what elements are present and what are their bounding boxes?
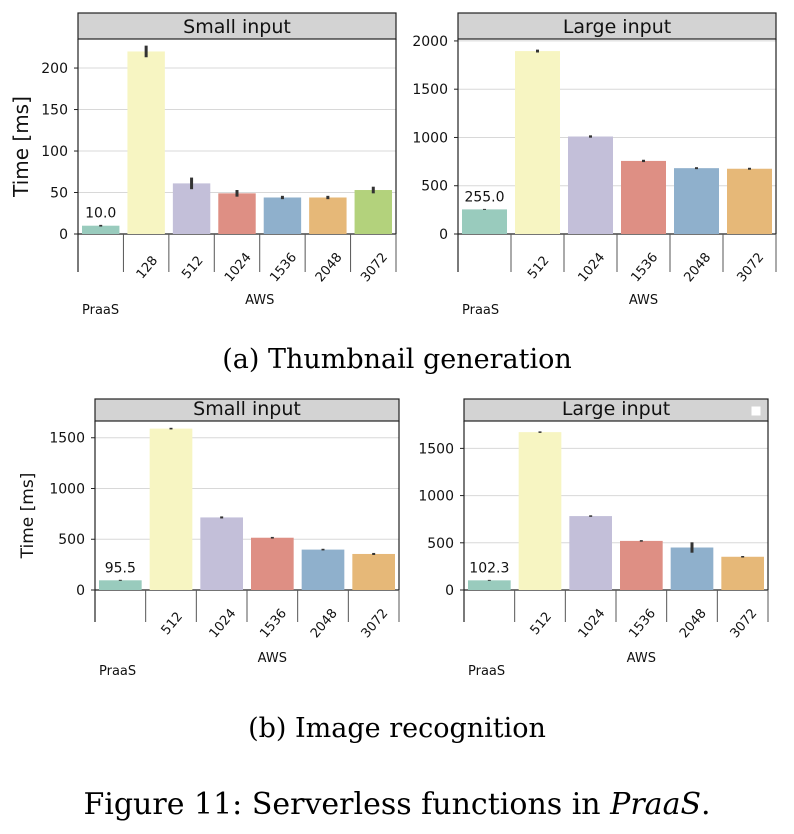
y-tick-label: 1500 — [412, 82, 448, 98]
x-tick-label: 1536 — [267, 250, 300, 285]
y-tick-label: 2000 — [412, 34, 448, 50]
y-tick-label: 100 — [41, 144, 68, 160]
y-tick-label: 500 — [421, 179, 448, 195]
panel-title: Large input — [562, 398, 670, 420]
x-tick-label: 1536 — [628, 250, 661, 285]
bar — [569, 516, 612, 590]
group-label-aws: AWS — [245, 293, 274, 308]
y-tick-label: 50 — [50, 186, 68, 202]
chart-thumb-large: Large input 0 500 1000 1500 2000 255.0 512 1024 1… — [412, 12, 777, 318]
group-label-praas: PraaS — [82, 303, 119, 318]
x-tick-label: 1024 — [576, 606, 609, 641]
group-label-praas: PraaS — [462, 303, 499, 318]
x-tick-label: 1024 — [575, 250, 608, 285]
x-tick-label: 128 — [134, 253, 161, 282]
x-tick-label: 1536 — [257, 606, 290, 641]
y-axis-label: Time [ms] — [18, 473, 38, 560]
data-label: 102.3 — [469, 560, 509, 576]
panel-title-bg — [77, 12, 397, 40]
x-tick-label: 2048 — [681, 250, 714, 285]
x-tick-label: 1024 — [207, 606, 240, 641]
data-label: 95.5 — [105, 560, 136, 576]
y-tick-label: 500 — [58, 532, 85, 548]
chart-recog-large: Large input 0 500 1000 1500 102.3 512 1024 1536 2… — [418, 398, 769, 679]
bar — [727, 168, 772, 234]
y-tick-label: 1000 — [49, 481, 85, 497]
figure-caption: Figure 11: Serverless functions in PraaS… — [83, 787, 710, 822]
x-tick-label: 1024 — [222, 250, 255, 285]
bar — [82, 225, 120, 234]
bar — [462, 209, 507, 234]
legend-marker — [751, 406, 761, 416]
bar — [127, 51, 165, 234]
bar — [620, 540, 663, 590]
data-label: 10.0 — [85, 206, 116, 222]
x-tick-label: 512 — [528, 609, 555, 638]
group-label-aws: AWS — [627, 651, 656, 666]
y-tick-label: 0 — [76, 583, 85, 599]
panel-title-bg — [463, 398, 769, 422]
bar — [515, 51, 560, 234]
data-label: 255.0 — [464, 189, 504, 205]
group-label-praas: PraaS — [468, 664, 505, 679]
x-tick-label: 512 — [179, 253, 206, 282]
bar — [251, 537, 294, 590]
bar — [200, 517, 243, 590]
caption-b: (b) Image recognition — [248, 713, 546, 744]
chart-thumb-small: Small input 0 50 100 150 200 Time [ms] 10.0 128 5… — [9, 12, 397, 318]
bar — [721, 556, 764, 590]
x-tick-label: 3072 — [359, 606, 392, 641]
y-tick-label: 200 — [41, 61, 68, 77]
y-tick-label: 1000 — [412, 130, 448, 146]
panel-title: Large input — [563, 16, 671, 38]
bar — [670, 547, 714, 590]
bar — [352, 553, 395, 590]
bar — [309, 197, 347, 234]
figure-caption-prefix: Figure 11: Serverless functions in — [83, 787, 610, 822]
panel-title-bg — [457, 12, 777, 40]
panel-title-bg — [94, 398, 400, 422]
y-tick-label: 1500 — [418, 441, 454, 457]
bar — [468, 580, 511, 590]
caption-a: (a) Thumbnail generation — [222, 344, 572, 375]
bar — [568, 136, 613, 234]
bar — [149, 428, 193, 590]
bar — [354, 190, 392, 234]
bar — [518, 432, 562, 590]
x-tick-label: 2048 — [308, 606, 341, 641]
bar — [263, 197, 302, 234]
x-tick-label: 2048 — [313, 250, 346, 285]
y-tick-label: 0 — [59, 227, 68, 243]
bar — [218, 193, 256, 234]
x-tick-label: 2048 — [677, 606, 710, 641]
x-tick-label: 3072 — [358, 250, 391, 285]
y-tick-label: 500 — [427, 536, 454, 552]
chart-recog-small: Small input 0 500 1000 1500 Time [ms] 95.5 512 1… — [18, 398, 400, 679]
group-label-aws: AWS — [258, 651, 287, 666]
bar — [172, 183, 211, 234]
x-tick-label: 512 — [159, 609, 186, 638]
x-tick-label: 1536 — [626, 606, 659, 641]
y-tick-label: 0 — [445, 583, 454, 599]
y-tick-label: 1500 — [49, 431, 85, 447]
panel-title: Small input — [183, 16, 291, 38]
figure-caption-name: PraaS — [609, 787, 701, 822]
y-tick-label: 150 — [41, 103, 68, 119]
chart-panels: Small input 0 50 100 150 200 Time [ms] 10.0 128 5… — [9, 12, 777, 679]
group-label-praas: PraaS — [99, 664, 136, 679]
y-axis-label: Time [ms] — [9, 96, 33, 198]
y-tick-label: 0 — [439, 227, 448, 243]
bar — [301, 549, 345, 590]
x-tick-label: 512 — [525, 253, 552, 282]
x-tick-label: 3072 — [734, 250, 767, 285]
bar — [621, 160, 666, 234]
y-tick-label: 1000 — [418, 489, 454, 505]
panel-title: Small input — [193, 398, 301, 420]
bar — [674, 168, 719, 234]
group-label-aws: AWS — [629, 293, 658, 308]
figure-caption-suffix: . — [701, 787, 711, 822]
bar — [99, 580, 142, 590]
x-tick-label: 3072 — [728, 606, 761, 641]
